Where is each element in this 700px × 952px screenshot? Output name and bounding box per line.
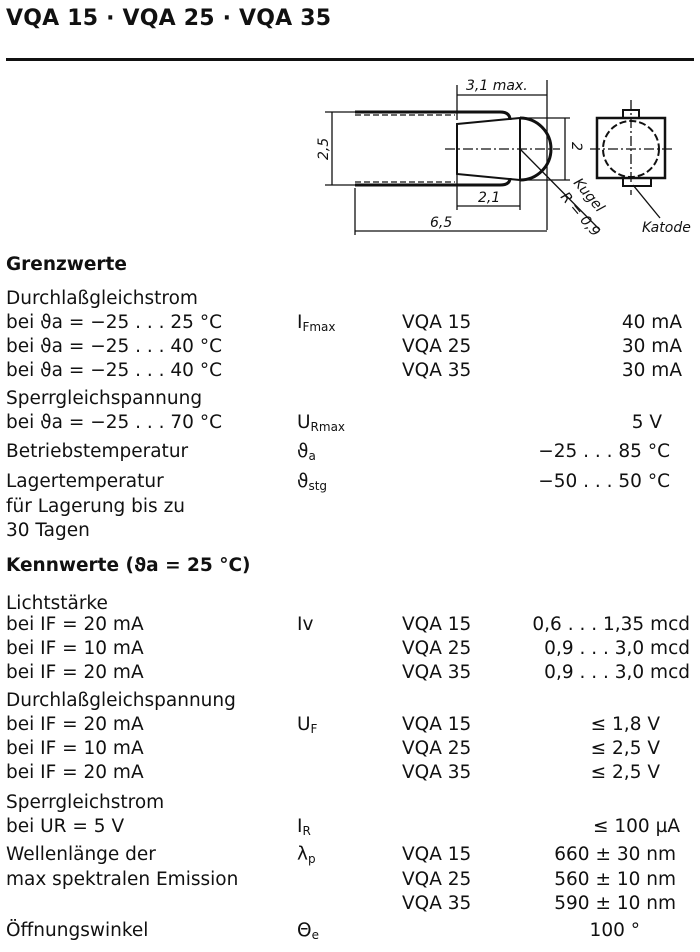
param-value: ≤ 2,5 V [590, 762, 660, 783]
param-label: Durchlaßgleichstrom [6, 288, 198, 309]
section-heading-kennwerte: Kennwerte (ϑa = 25 °C) [6, 555, 251, 576]
param-symbol: URmax [297, 412, 346, 434]
param-condition: bei IF = 20 mA [6, 662, 144, 683]
param-label: Sperrgleichstrom [6, 792, 165, 813]
param-symbol: ϑa [297, 441, 316, 463]
dim-body: 2 [568, 142, 584, 151]
param-value: ≤ 1,8 V [590, 714, 660, 735]
param-symbol: Iv [297, 614, 314, 635]
type-label: VQA 25 [402, 336, 472, 357]
dimension-drawing: 3,1 max. 2,5 2 2,1 6,5 Kugel R = 0,9 Kat… [316, 78, 691, 240]
type-label: VQA 35 [402, 662, 472, 683]
param-condition: bei ϑa = −25 . . . 25 °C [6, 312, 222, 333]
param-symbol: IR [297, 816, 311, 838]
param-value: 40 mA [621, 312, 682, 333]
param-value: 660 ± 30 nm [554, 844, 676, 865]
param-label: für Lagerung bis zu [6, 496, 186, 517]
type-label: VQA 35 [402, 893, 472, 914]
param-symbol: Θe [297, 920, 319, 942]
param-label: max spektralen Emission [6, 869, 239, 890]
param-label: Lichtstärke [6, 593, 108, 614]
param-symbol: UF [297, 714, 318, 736]
type-label: VQA 35 [402, 360, 472, 381]
param-symbol: ϑstg [297, 471, 328, 493]
param-condition: bei UR = 5 V [6, 816, 125, 837]
param-value: 5 V [631, 412, 662, 433]
param-value: 30 mA [621, 336, 682, 357]
param-value: 0,9 . . . 3,0 mcd [544, 638, 690, 659]
param-condition: bei IF = 10 mA [6, 638, 144, 659]
param-condition: bei IF = 10 mA [6, 738, 144, 759]
page-title: VQA 15 · VQA 25 · VQA 35 [6, 6, 332, 31]
led-dome [519, 116, 553, 182]
param-label: Betriebstemperatur [6, 441, 189, 462]
param-label: 30 Tagen [6, 520, 90, 541]
param-value: −25 . . . 85 °C [538, 441, 670, 462]
cathode-label: Katode [642, 220, 691, 236]
type-label: VQA 35 [402, 762, 472, 783]
type-label: VQA 15 [402, 714, 472, 735]
param-label: Öffnungswinkel [6, 920, 149, 941]
param-value: −50 . . . 50 °C [538, 471, 670, 492]
param-value: 560 ± 10 nm [554, 869, 676, 890]
param-value: ≤ 2,5 V [590, 738, 660, 759]
param-condition: bei ϑa = −25 . . . 40 °C [6, 360, 222, 381]
param-condition: bei IF = 20 mA [6, 762, 144, 783]
type-label: VQA 25 [402, 869, 472, 890]
dim-inner: 2,1 [478, 190, 500, 206]
section-heading-grenzwerte: Grenzwerte [6, 254, 127, 275]
param-value: 0,9 . . . 3,0 mcd [544, 662, 690, 683]
dim-width: 3,1 max. [466, 78, 528, 94]
param-label: Lagertemperatur [6, 471, 164, 492]
param-label: Wellenlänge der [6, 844, 156, 865]
param-value: ≤ 100 µA [593, 816, 680, 837]
dim-height: 2,5 [316, 138, 332, 160]
type-label: VQA 25 [402, 638, 472, 659]
param-condition: bei IF = 20 mA [6, 614, 144, 635]
param-value: 0,6 . . . 1,35 mcd [532, 614, 690, 635]
param-symbol: λp [297, 844, 316, 866]
lead-top [355, 110, 512, 121]
param-symbol: IFmax [297, 312, 336, 334]
param-label: Durchlaßgleichspannung [6, 690, 236, 711]
param-value: 100 ° [589, 920, 640, 941]
param-value: 30 mA [621, 360, 682, 381]
type-label: VQA 15 [402, 844, 472, 865]
param-label: Sperrgleichspannung [6, 388, 203, 409]
param-value: 590 ± 10 nm [554, 893, 676, 914]
type-label: VQA 25 [402, 738, 472, 759]
param-condition: bei ϑa = −25 . . . 40 °C [6, 336, 222, 357]
type-label: VQA 15 [402, 614, 472, 635]
dim-total: 6,5 [430, 215, 452, 231]
param-condition: bei IF = 20 mA [6, 714, 144, 735]
param-condition: bei ϑa = −25 . . . 70 °C [6, 412, 222, 433]
title-rule [6, 58, 694, 61]
type-label: VQA 15 [402, 312, 472, 333]
